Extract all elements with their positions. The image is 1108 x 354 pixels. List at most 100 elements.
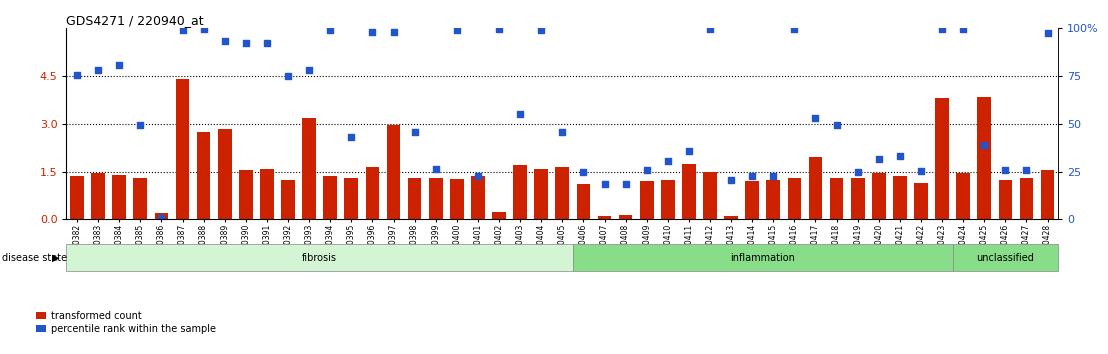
Bar — [683, 164, 696, 219]
Bar — [70, 176, 84, 219]
Bar — [429, 178, 442, 219]
Bar — [387, 126, 400, 219]
Bar — [260, 169, 274, 219]
Bar — [112, 175, 126, 219]
Point — [153, 215, 171, 221]
Point — [807, 115, 824, 120]
Point — [237, 40, 255, 46]
Point — [363, 29, 381, 35]
Point — [638, 167, 656, 173]
Point — [511, 111, 529, 116]
Bar — [324, 176, 337, 219]
Point — [111, 62, 129, 68]
Bar — [788, 178, 801, 219]
Bar — [767, 179, 780, 219]
Point — [300, 67, 318, 73]
Point — [849, 169, 866, 175]
Text: inflammation: inflammation — [730, 252, 796, 263]
Bar — [555, 167, 570, 219]
Point — [933, 27, 951, 32]
Bar — [953, 244, 1058, 271]
Point — [406, 129, 423, 135]
Bar — [809, 157, 822, 219]
Bar — [704, 172, 717, 219]
Bar — [492, 212, 506, 219]
Point — [69, 72, 86, 78]
Point — [701, 27, 719, 32]
Text: disease state: disease state — [2, 253, 68, 263]
Point — [743, 173, 761, 178]
Point — [342, 134, 360, 139]
Point — [975, 142, 993, 147]
Point — [90, 67, 107, 73]
Bar — [176, 79, 189, 219]
Point — [786, 27, 803, 32]
Text: unclassified: unclassified — [976, 252, 1035, 263]
Bar — [914, 183, 927, 219]
Point — [216, 38, 234, 44]
Point — [617, 182, 635, 187]
Bar — [366, 167, 379, 219]
Text: ▶: ▶ — [52, 253, 60, 263]
Bar — [408, 178, 421, 219]
Bar — [597, 216, 612, 219]
Point — [954, 27, 972, 32]
Bar — [956, 173, 970, 219]
Point — [870, 156, 888, 162]
Bar — [534, 169, 548, 219]
Point — [195, 27, 213, 32]
Point — [1017, 167, 1035, 173]
Bar — [239, 170, 253, 219]
Point — [384, 29, 402, 35]
Point — [722, 177, 740, 183]
Point — [469, 173, 486, 179]
Bar — [450, 179, 463, 219]
Legend: transformed count, percentile rank within the sample: transformed count, percentile rank withi… — [32, 307, 219, 337]
Bar — [91, 173, 105, 219]
Text: fibrosis: fibrosis — [302, 252, 337, 263]
Point — [321, 27, 339, 33]
Bar — [851, 178, 864, 219]
Bar — [1019, 178, 1034, 219]
Bar — [66, 244, 573, 271]
Point — [258, 40, 276, 46]
Point — [490, 27, 507, 32]
Point — [575, 169, 593, 175]
Bar — [977, 97, 992, 219]
Point — [996, 167, 1014, 173]
Point — [532, 27, 550, 33]
Bar — [618, 215, 633, 219]
Bar — [218, 129, 232, 219]
Bar — [661, 179, 675, 219]
Bar — [746, 181, 759, 219]
Point — [448, 27, 465, 33]
Bar — [893, 176, 906, 219]
Bar — [998, 179, 1013, 219]
Bar — [155, 213, 168, 219]
Point — [912, 168, 930, 174]
Point — [659, 158, 677, 164]
Bar — [935, 98, 948, 219]
Bar — [725, 216, 738, 219]
Point — [1038, 30, 1056, 36]
Bar — [573, 244, 953, 271]
Bar — [281, 179, 295, 219]
Point — [828, 122, 845, 127]
Point — [427, 166, 444, 171]
Bar — [639, 181, 654, 219]
Point — [553, 129, 572, 135]
Bar — [345, 178, 358, 219]
Point — [132, 122, 150, 128]
Bar — [513, 165, 527, 219]
Bar — [1040, 170, 1055, 219]
Bar — [471, 176, 485, 219]
Point — [765, 173, 782, 178]
Bar — [133, 178, 147, 219]
Bar — [302, 118, 316, 219]
Point — [174, 27, 192, 33]
Bar — [872, 173, 885, 219]
Point — [279, 73, 297, 79]
Point — [680, 148, 698, 154]
Text: GDS4271 / 220940_at: GDS4271 / 220940_at — [66, 14, 204, 27]
Point — [596, 182, 614, 187]
